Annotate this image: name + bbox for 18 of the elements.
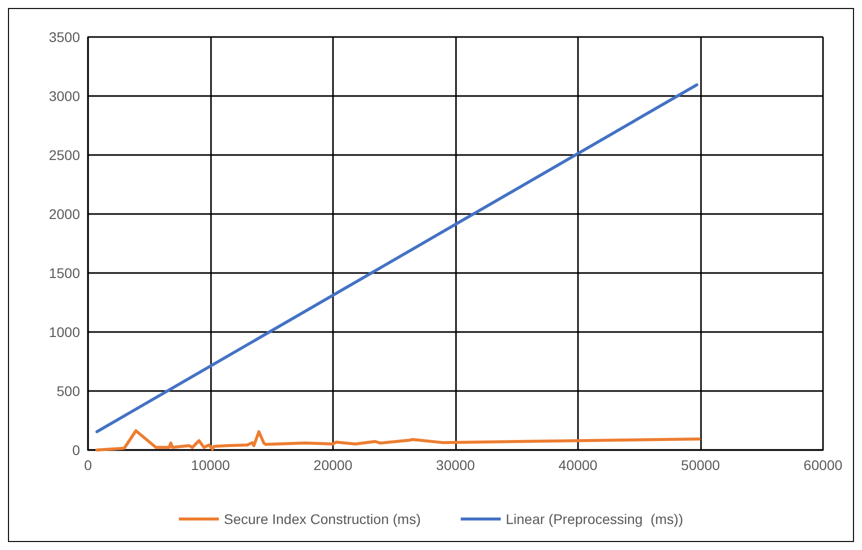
line-series (95, 429, 701, 452)
x-tick-label: 20000 (314, 457, 353, 473)
x-tick-label: 30000 (436, 457, 476, 473)
y-tick-label: 3500 (48, 29, 80, 45)
x-tick-label: 10000 (191, 457, 230, 473)
y-tick-label: 1000 (48, 324, 80, 340)
x-tick-label: 40000 (558, 457, 598, 473)
legend-label: Secure Index Construction (ms) (224, 511, 421, 527)
y-tick-label: 3000 (48, 88, 80, 104)
x-tick-label: 50000 (681, 457, 720, 473)
legend-label: Linear (Preprocessing (ms)) (506, 511, 684, 527)
y-tick-label: 0 (72, 442, 80, 458)
y-tick-label: 2500 (48, 147, 80, 163)
x-tick-label: 60000 (804, 457, 843, 473)
x-tick-label: 0 (84, 457, 92, 473)
y-tick-label: 500 (56, 383, 80, 399)
y-tick-label: 2000 (48, 206, 80, 222)
y-tick-label: 1500 (48, 265, 80, 281)
